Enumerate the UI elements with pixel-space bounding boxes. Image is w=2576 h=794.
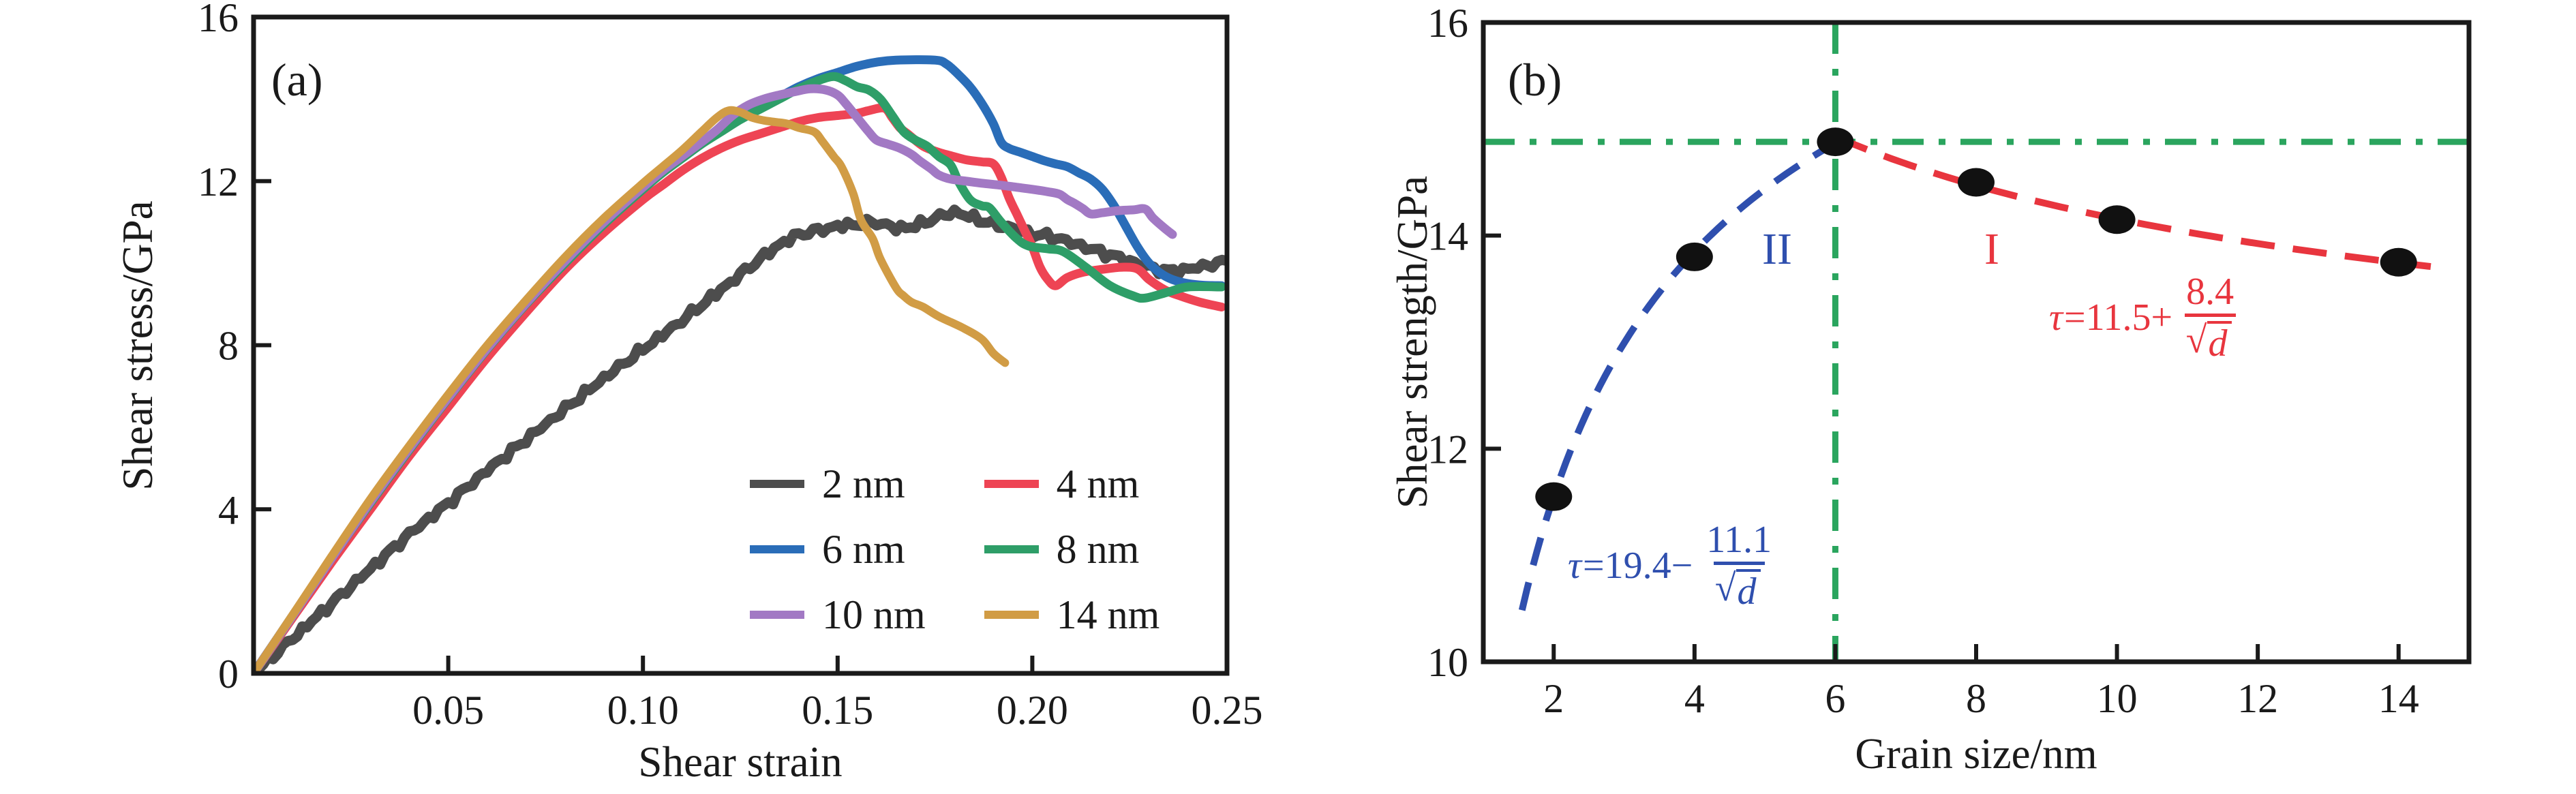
x-tick-label: 2 xyxy=(1543,676,1564,721)
y-tick-label: 8 xyxy=(218,324,239,369)
legend-label-14nm: 14 nm xyxy=(1056,592,1160,637)
region-ii-label: II xyxy=(1762,224,1792,274)
legend-label-2nm: 2 nm xyxy=(822,461,905,506)
legend-label-4nm: 4 nm xyxy=(1056,461,1140,506)
y-tick-label: 12 xyxy=(1427,427,1468,472)
legend-swatch-10nm xyxy=(750,611,804,619)
sqrt-radical-symbol: √ xyxy=(2185,319,2207,361)
legend-swatch-8nm xyxy=(984,545,1039,553)
legend-item-4nm: 4 nm xyxy=(984,451,1160,517)
equation-region-i: τ =11.5+ 8.4 √ d xyxy=(2049,273,2241,363)
equation-region-ii: τ =19.4− 11.1 √ d xyxy=(1568,521,1778,611)
region-i-label: I xyxy=(1984,224,1999,274)
equation-body: =11.5+ xyxy=(2064,296,2173,339)
x-tick-label: 0.20 xyxy=(997,688,1068,733)
legend-swatch-14nm xyxy=(984,611,1039,619)
panel-a-y-axis-title: Shear stress/GPa xyxy=(114,200,162,491)
legend: 2 nm 6 nm 10 nm 4 nm 8 nm 14 nm xyxy=(750,451,1160,647)
x-tick-label: 14 xyxy=(2378,676,2419,721)
legend-swatch-4nm xyxy=(984,480,1039,488)
panel-b-y-axis-title: Shear strength/GPa xyxy=(1389,175,1436,509)
sqrt-radicand: d xyxy=(2207,321,2232,363)
legend-swatch-2nm xyxy=(750,480,804,488)
legend-item-2nm: 2 nm xyxy=(750,451,926,517)
fraction-numerator: 11.1 xyxy=(1706,519,1772,561)
data-point-14nm xyxy=(2380,247,2417,277)
y-tick-label: 12 xyxy=(198,159,239,204)
x-tick-label: 0.05 xyxy=(412,688,484,733)
panel-b-x-axis-title: Grain size/nm xyxy=(1855,730,2097,778)
sqrt-radical-symbol: √ xyxy=(1714,567,1736,609)
legend-item-6nm: 6 nm xyxy=(750,517,926,582)
sqrt-radicand: d xyxy=(1736,569,1761,611)
fit-region-I xyxy=(1834,133,2438,271)
legend-label-8nm: 8 nm xyxy=(1056,526,1140,572)
x-tick-label: 8 xyxy=(1966,676,1986,721)
panel-a-label: (a) xyxy=(271,54,323,106)
curve-2nm xyxy=(252,204,1229,675)
legend-item-8nm: 8 nm xyxy=(984,517,1160,582)
legend-swatch-6nm xyxy=(750,545,804,553)
curve-14nm xyxy=(252,106,1010,675)
y-tick-label: 16 xyxy=(1427,1,1468,46)
x-tick-label: 0.25 xyxy=(1192,688,1263,733)
fraction-numerator: 8.4 xyxy=(2186,271,2234,313)
data-point-8nm xyxy=(1958,168,1995,197)
y-tick-label: 0 xyxy=(218,652,239,697)
equation-tau-symbol: τ xyxy=(2049,296,2063,339)
x-tick-label: 4 xyxy=(1684,676,1705,721)
x-tick-label: 6 xyxy=(1825,676,1845,721)
data-point-10nm xyxy=(2098,205,2136,234)
equation-fraction: 11.1 √ d xyxy=(1699,521,1778,611)
y-tick-label: 10 xyxy=(1427,640,1468,685)
y-tick-label: 16 xyxy=(198,0,239,40)
data-point-4nm xyxy=(1676,242,1713,271)
panel-a-plot: 0.05 0.10 0.15 0.20 0.25 0 4 8 12 16 xyxy=(198,0,1263,733)
fraction-denominator: √ d xyxy=(2184,314,2236,363)
x-tick-label: 12 xyxy=(2237,676,2278,721)
x-tick-label: 0.15 xyxy=(802,688,873,733)
equation-body: =19.4− xyxy=(1583,545,1693,587)
fit-region-II xyxy=(1518,140,1837,611)
x-tick-label: 0.10 xyxy=(607,688,679,733)
legend-item-14nm: 14 nm xyxy=(984,582,1160,647)
fraction-denominator: √ d xyxy=(1713,562,1765,611)
y-tick-label: 4 xyxy=(218,487,239,532)
panel-b-label: (b) xyxy=(1508,54,1562,106)
panel-b-plot: 2 4 6 8 10 12 14 10 12 14 16 xyxy=(1427,1,2472,721)
legend-label-10nm: 10 nm xyxy=(822,592,926,637)
legend-label-6nm: 6 nm xyxy=(822,526,905,572)
data-point-6nm xyxy=(1817,127,1854,157)
equation-fraction: 8.4 √ d xyxy=(2179,273,2241,363)
data-point-2nm xyxy=(1535,482,1573,511)
equation-tau-symbol: τ xyxy=(1568,545,1582,587)
x-tick-label: 10 xyxy=(2097,676,2138,721)
panel-a-x-axis-title: Shear strain xyxy=(638,738,843,786)
y-tick-label: 14 xyxy=(1427,214,1468,259)
legend-item-10nm: 10 nm xyxy=(750,582,926,647)
